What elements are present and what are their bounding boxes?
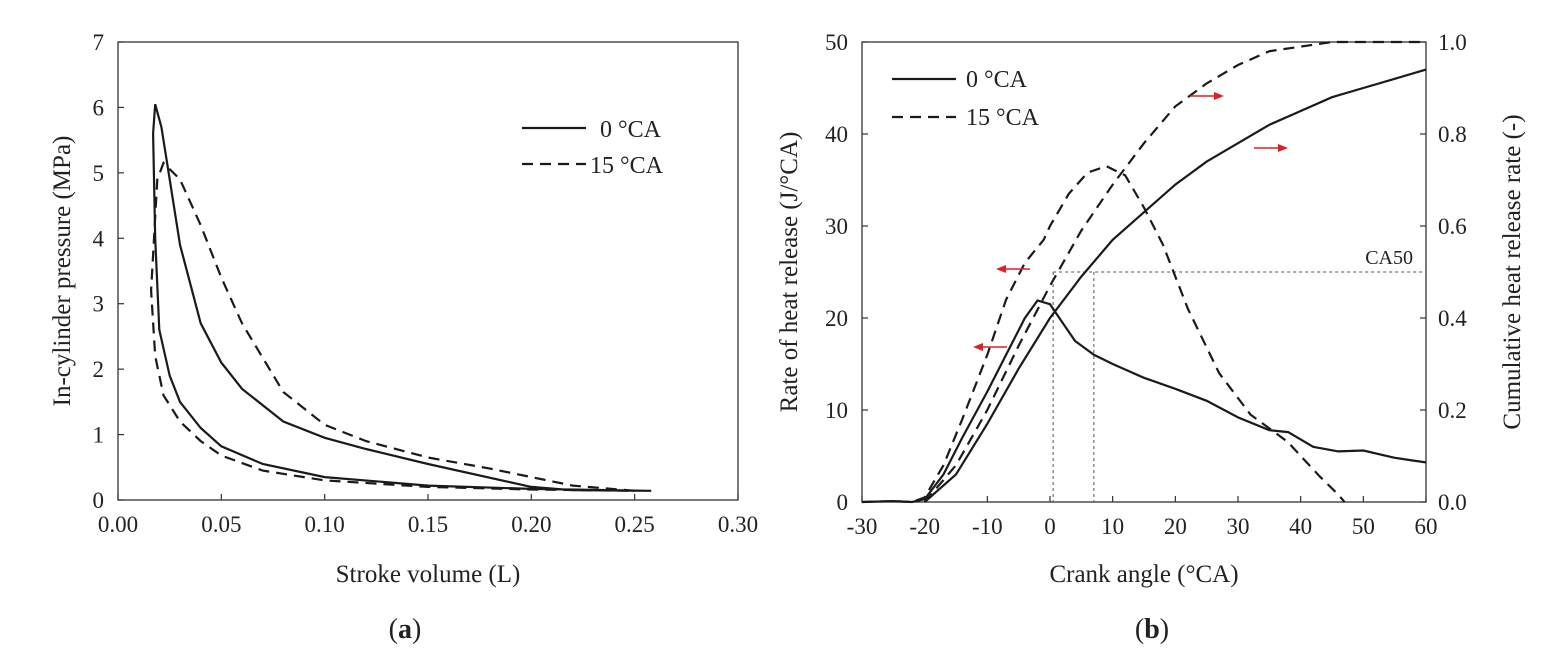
a-y-tick-label: 3 bbox=[93, 292, 105, 317]
a-y-tick-label: 6 bbox=[93, 95, 105, 120]
a-x-tick-label: 0.00 bbox=[98, 512, 138, 537]
panel-b-legend-label-1: 15 °CA bbox=[966, 105, 1040, 131]
b-y2-tick-label: 0.0 bbox=[1438, 490, 1467, 515]
b-x-tick-label: -10 bbox=[972, 514, 1003, 539]
b-x-tick-label: -20 bbox=[909, 514, 940, 539]
panel-b-arrow-right-2 bbox=[1254, 144, 1288, 152]
panel-b-y2-axis-label: Cumulative heat release rate (-) bbox=[1499, 114, 1526, 429]
a-y-tick-label: 0 bbox=[93, 488, 105, 513]
b-x-tick-label: -30 bbox=[847, 514, 878, 539]
panel-a-plot-frame bbox=[117, 41, 739, 501]
panel-b-caption: (b) bbox=[1135, 614, 1169, 645]
b-y-tick-label: 30 bbox=[825, 214, 848, 239]
b-y2-tick-label: 1.0 bbox=[1438, 30, 1467, 55]
panel-b-ca50-label: CA50 bbox=[1365, 247, 1413, 269]
b-y2-tick-label: 0.2 bbox=[1438, 398, 1467, 423]
a-x-tick-label: 0.15 bbox=[408, 512, 448, 537]
b-y-tick-label: 10 bbox=[825, 398, 848, 423]
b-y-tick-label: 40 bbox=[825, 122, 848, 147]
panel-b-arrow-left-1 bbox=[996, 265, 1030, 273]
b-y-tick-label: 20 bbox=[825, 306, 848, 331]
b-x-tick-label: 10 bbox=[1101, 514, 1124, 539]
panel-b-arrow-right-1 bbox=[1190, 92, 1224, 100]
a-x-tick-label: 0.30 bbox=[718, 512, 758, 537]
panel-a-caption-letter: a bbox=[398, 614, 412, 645]
a-x-tick-label: 0.10 bbox=[305, 512, 345, 537]
panel-a-y-axis-label: In-cylinder pressure (MPa) bbox=[49, 136, 76, 407]
panel-b-caption-letter: b bbox=[1144, 614, 1160, 645]
a-x-tick-label: 0.20 bbox=[511, 512, 551, 537]
panel-b-x-axis-label: Crank angle (°CA) bbox=[1049, 561, 1238, 588]
a-y-tick-label: 2 bbox=[93, 357, 105, 382]
b-x-tick-label: 40 bbox=[1289, 514, 1312, 539]
a-y-tick-label: 1 bbox=[93, 423, 105, 448]
panel-b-legend: 0 °CA 15 °CA bbox=[892, 67, 1040, 131]
panel-a-legend: 0 °CA 15 °CA bbox=[522, 117, 664, 179]
panel-a-chart: 0.00 0.05 0.10 0.15 0.20 0.25 0.30 0 1 2 3 4 5 6 7 Str… bbox=[49, 30, 758, 645]
b-y-tick-label: 0 bbox=[837, 490, 849, 515]
panel-a-legend-label-1: 15 °CA bbox=[590, 153, 664, 179]
a-y-tick-label: 5 bbox=[93, 161, 105, 186]
a-x-tick-label: 0.25 bbox=[615, 512, 655, 537]
a-series-0-ca-0 bbox=[151, 103, 652, 492]
b-series-left-0-ca-0 bbox=[861, 299, 1427, 504]
panel-a-legend-label-0: 0 °CA bbox=[600, 117, 662, 143]
b-series-left-15-ca-1 bbox=[861, 165, 1346, 504]
b-x-tick-label: 50 bbox=[1352, 514, 1375, 539]
b-x-tick-label: 20 bbox=[1164, 514, 1187, 539]
a-x-tick-label: 0.05 bbox=[201, 512, 241, 537]
b-x-tick-label: 60 bbox=[1415, 514, 1438, 539]
b-y-tick-label: 50 bbox=[825, 30, 848, 55]
a-series-15-ca-1 bbox=[149, 161, 635, 492]
b-series-right-0-ca-2 bbox=[923, 68, 1427, 503]
b-y2-tick-label: 0.4 bbox=[1438, 306, 1467, 331]
b-y2-tick-label: 0.8 bbox=[1438, 122, 1467, 147]
panel-b-legend-label-0: 0 °CA bbox=[966, 67, 1028, 93]
a-y-tick-label: 7 bbox=[93, 30, 105, 55]
panel-a-caption: (a) bbox=[389, 614, 422, 645]
panel-b-chart: -30 -20 -10 0 10 20 30 40 50 60 0 10 20 30 40 50 0.0 0.2 0… bbox=[776, 30, 1526, 645]
b-x-tick-label: 30 bbox=[1227, 514, 1250, 539]
a-y-tick-label: 4 bbox=[93, 226, 105, 251]
panel-b-y-axis-label: Rate of heat release (J/°CA) bbox=[776, 132, 803, 413]
b-series-right-15-ca-3 bbox=[923, 40, 1426, 503]
b-y2-tick-label: 0.6 bbox=[1438, 214, 1467, 239]
panel-b-arrow-left-2 bbox=[973, 343, 1007, 351]
panel-a-x-axis-label: Stroke volume (L) bbox=[336, 561, 521, 588]
b-x-tick-label: 0 bbox=[1044, 514, 1056, 539]
